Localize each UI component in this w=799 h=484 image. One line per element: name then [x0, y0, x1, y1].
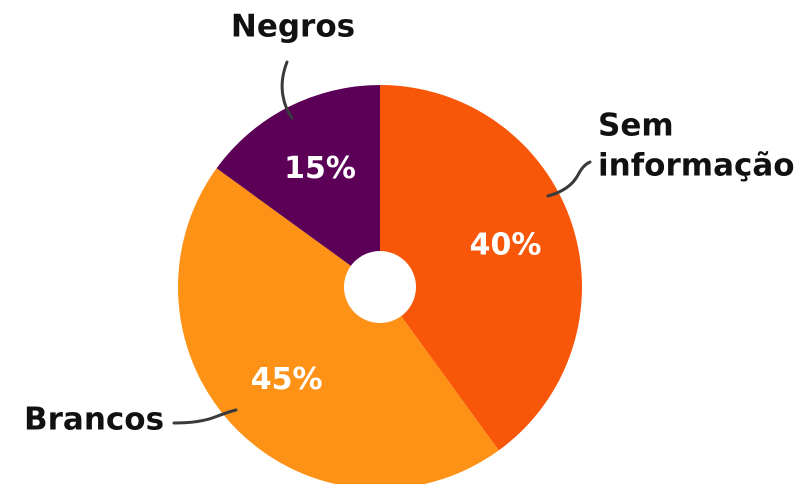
center-hole	[344, 251, 416, 323]
leader-line	[280, 60, 294, 120]
leader-line	[546, 160, 592, 198]
pie-slice-negros	[216, 85, 380, 287]
category-label: Brancos	[24, 402, 164, 438]
value-labels: 40% 45% 15%	[251, 151, 542, 397]
pie-slice-sem-informa-o	[380, 85, 582, 451]
leader-line	[172, 408, 238, 425]
slice-value-label: 45%	[251, 362, 323, 397]
slice-value-label: 40%	[470, 228, 542, 263]
pie-slices	[178, 85, 582, 484]
category-labels: Sem informação Brancos Negros	[24, 9, 795, 438]
slice-value-label: 15%	[284, 151, 356, 186]
category-label: Negros	[231, 9, 355, 45]
leader-lines	[172, 60, 592, 425]
category-label: Sem informação	[598, 108, 795, 184]
pie-slice-brancos	[178, 168, 499, 484]
